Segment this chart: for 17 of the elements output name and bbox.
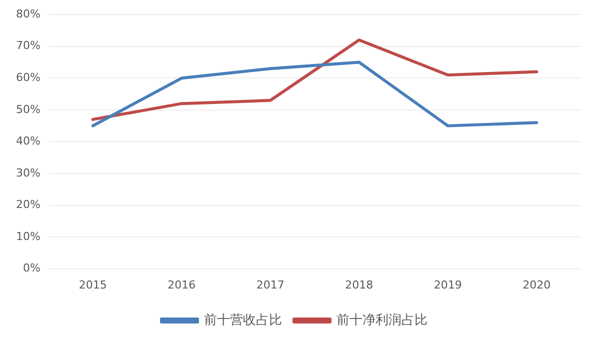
y-tick-label: 80% <box>16 7 40 20</box>
x-tick-label: 2018 <box>345 278 374 292</box>
legend-label: 前十营收占比 <box>204 312 282 328</box>
x-tick-label: 2019 <box>434 278 462 292</box>
y-tick-label: 20% <box>16 198 40 212</box>
y-tick-label: 30% <box>16 166 40 180</box>
y-tick-label: 70% <box>16 39 40 52</box>
y-tick-label: 10% <box>16 230 40 243</box>
x-tick-label: 2017 <box>256 278 284 292</box>
y-tick-label: 40% <box>16 134 40 148</box>
x-tick-label: 2015 <box>78 278 107 292</box>
y-tick-label: 0% <box>22 262 40 275</box>
legend-label: 前十净利润占比 <box>336 312 428 328</box>
x-tick-label: 2020 <box>522 278 551 292</box>
x-tick-label: 2016 <box>168 278 196 292</box>
y-tick-label: 50% <box>16 102 40 116</box>
y-tick-label: 60% <box>16 71 40 84</box>
